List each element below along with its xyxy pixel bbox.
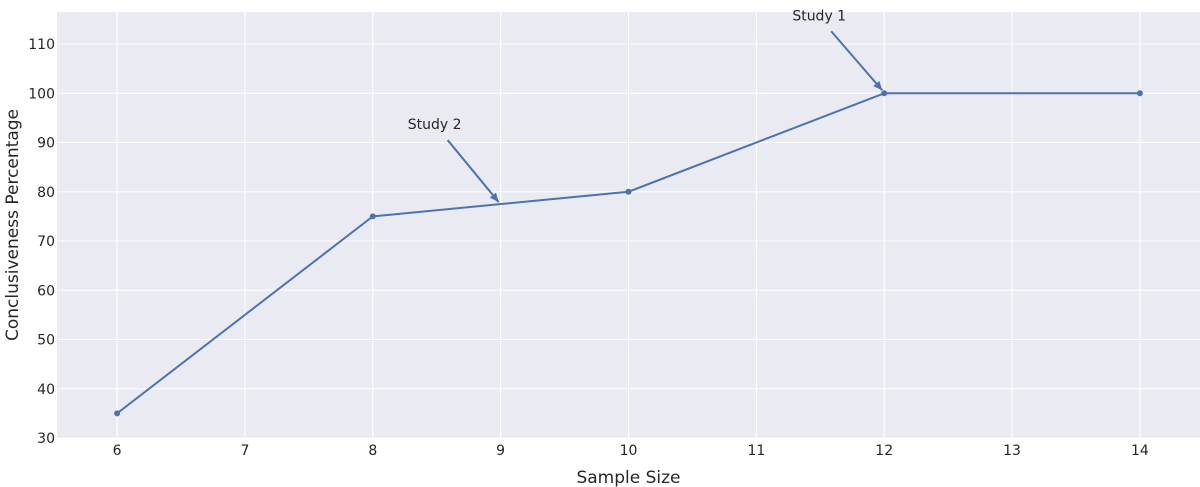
x-axis-title: Sample Size	[576, 468, 680, 487]
series-group	[114, 90, 1143, 417]
x-tick-label: 14	[1131, 443, 1149, 459]
x-tick-label: 9	[496, 443, 505, 459]
y-tick-label: 80	[37, 185, 55, 201]
y-tick-label: 60	[37, 283, 55, 299]
annotation-label: Study 2	[408, 117, 462, 133]
y-tick-label: 100	[28, 86, 55, 102]
annotation-arrow-line	[830, 30, 883, 91]
data-point	[114, 410, 121, 417]
data-point	[881, 90, 888, 97]
y-tick-label: 40	[37, 382, 55, 398]
annotation-label: Study 1	[792, 8, 846, 24]
y-tick-label: 50	[37, 333, 55, 349]
data-point	[369, 213, 376, 220]
annotation-arrow-line	[446, 139, 500, 203]
data-point	[625, 188, 632, 195]
x-tick-label: 12	[875, 443, 893, 459]
x-tick-label: 7	[240, 443, 249, 459]
x-tick-label: 11	[747, 443, 765, 459]
y-tick-label: 90	[37, 136, 55, 152]
y-tick-label: 70	[37, 234, 55, 250]
x-tick-label: 6	[113, 443, 122, 459]
y-tick-label: 110	[28, 37, 55, 53]
data-point	[1136, 90, 1143, 97]
x-tick-label: 10	[620, 443, 638, 459]
x-tick-label: 8	[368, 443, 377, 459]
y-axis-title: Conclusiveness Percentage	[3, 109, 23, 341]
annotation-arrowhead	[873, 80, 883, 91]
y-tick-label: 30	[37, 431, 55, 447]
tick-labels: 6 7 8 9 10 11 12 13 14 30 40 50 60 70 80 90 100 110	[28, 37, 1149, 459]
annotations-group: Study 1 Study 2	[408, 8, 883, 203]
x-tick-label: 13	[1003, 443, 1021, 459]
annotation-arrowhead	[489, 192, 499, 203]
